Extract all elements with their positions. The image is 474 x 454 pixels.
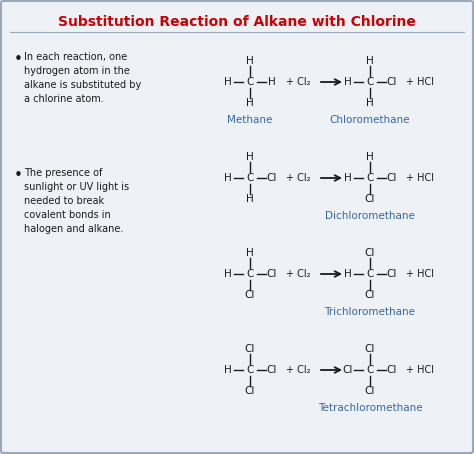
Text: C: C xyxy=(366,77,374,87)
Text: halogen and alkane.: halogen and alkane. xyxy=(24,224,123,234)
Text: Cl: Cl xyxy=(267,365,277,375)
Text: H: H xyxy=(366,56,374,66)
Text: Cl: Cl xyxy=(245,344,255,354)
Text: H: H xyxy=(246,194,254,204)
Text: Cl: Cl xyxy=(387,365,397,375)
Text: Cl: Cl xyxy=(267,173,277,183)
Text: Tetrachloromethane: Tetrachloromethane xyxy=(318,403,422,413)
Text: Cl: Cl xyxy=(365,386,375,396)
Text: sunlight or UV light is: sunlight or UV light is xyxy=(24,182,129,192)
Text: Cl: Cl xyxy=(387,269,397,279)
Text: alkane is substituted by: alkane is substituted by xyxy=(24,80,141,90)
Text: •: • xyxy=(14,168,23,183)
Text: H: H xyxy=(224,77,232,87)
Text: H: H xyxy=(246,56,254,66)
Text: covalent bonds in: covalent bonds in xyxy=(24,210,111,220)
Text: H: H xyxy=(366,152,374,162)
Text: H: H xyxy=(224,269,232,279)
Text: + Cl₂: + Cl₂ xyxy=(286,77,310,87)
Text: + HCl: + HCl xyxy=(406,77,434,87)
Text: C: C xyxy=(366,269,374,279)
Text: Methane: Methane xyxy=(228,115,273,125)
Text: Cl: Cl xyxy=(365,248,375,258)
Text: Cl: Cl xyxy=(365,344,375,354)
Text: + Cl₂: + Cl₂ xyxy=(286,173,310,183)
Text: H: H xyxy=(246,248,254,258)
Text: H: H xyxy=(224,365,232,375)
Text: In each reaction, one: In each reaction, one xyxy=(24,52,127,62)
Text: + HCl: + HCl xyxy=(406,173,434,183)
Text: H: H xyxy=(366,98,374,108)
Text: Cl: Cl xyxy=(387,173,397,183)
Text: + HCl: + HCl xyxy=(406,269,434,279)
Text: C: C xyxy=(246,365,254,375)
Text: H: H xyxy=(246,152,254,162)
Text: + Cl₂: + Cl₂ xyxy=(286,365,310,375)
Text: C: C xyxy=(366,173,374,183)
Text: a chlorine atom.: a chlorine atom. xyxy=(24,94,104,104)
Text: H: H xyxy=(344,77,352,87)
Text: Cl: Cl xyxy=(365,290,375,300)
Text: H: H xyxy=(268,77,276,87)
Text: Dichloromethane: Dichloromethane xyxy=(325,211,415,221)
Text: + Cl₂: + Cl₂ xyxy=(286,269,310,279)
Text: C: C xyxy=(366,365,374,375)
Text: hydrogen atom in the: hydrogen atom in the xyxy=(24,66,130,76)
Text: Cl: Cl xyxy=(365,194,375,204)
Text: C: C xyxy=(246,77,254,87)
Text: Trichloromethane: Trichloromethane xyxy=(325,307,416,317)
Text: Cl: Cl xyxy=(387,77,397,87)
Text: Cl: Cl xyxy=(245,290,255,300)
Text: H: H xyxy=(344,269,352,279)
Text: C: C xyxy=(246,173,254,183)
Text: Cl: Cl xyxy=(245,386,255,396)
Text: C: C xyxy=(246,269,254,279)
Text: Chloromethane: Chloromethane xyxy=(330,115,410,125)
Text: + HCl: + HCl xyxy=(406,365,434,375)
Text: Cl: Cl xyxy=(267,269,277,279)
Text: Substitution Reaction of Alkane with Chlorine: Substitution Reaction of Alkane with Chl… xyxy=(58,15,416,29)
Text: •: • xyxy=(14,52,23,67)
Text: Cl: Cl xyxy=(343,365,353,375)
Text: H: H xyxy=(224,173,232,183)
Text: H: H xyxy=(246,98,254,108)
Text: H: H xyxy=(344,173,352,183)
Text: needed to break: needed to break xyxy=(24,196,104,206)
Text: The presence of: The presence of xyxy=(24,168,102,178)
